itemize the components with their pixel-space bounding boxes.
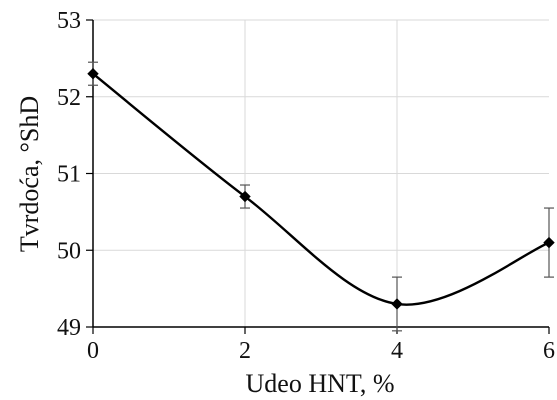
y-tick-label: 52 bbox=[57, 85, 81, 111]
data-point-marker bbox=[543, 236, 555, 249]
tick-labels: 49 50 51 52 53 0 2 4 6 bbox=[57, 8, 555, 364]
data-point-marker bbox=[87, 68, 99, 80]
series-group bbox=[87, 61, 555, 332]
x-tick-label: 2 bbox=[239, 338, 251, 364]
y-tick-label: 50 bbox=[57, 238, 81, 264]
y-tick-label: 49 bbox=[57, 315, 81, 341]
y-tick-label: 53 bbox=[57, 8, 81, 34]
grid-lines bbox=[93, 19, 549, 327]
x-tick-label: 0 bbox=[87, 338, 99, 364]
data-point-marker bbox=[391, 298, 403, 310]
axes bbox=[86, 19, 550, 334]
x-axis-title: Udeo HNT, % bbox=[246, 369, 395, 398]
data-point-marker bbox=[239, 190, 251, 203]
y-axis-title: Tvrdoća, °ShD bbox=[15, 96, 44, 252]
x-tick-label: 4 bbox=[391, 338, 403, 364]
series-line bbox=[91, 72, 551, 306]
y-tick-label: 51 bbox=[57, 162, 81, 188]
x-tick-label: 6 bbox=[543, 338, 555, 364]
